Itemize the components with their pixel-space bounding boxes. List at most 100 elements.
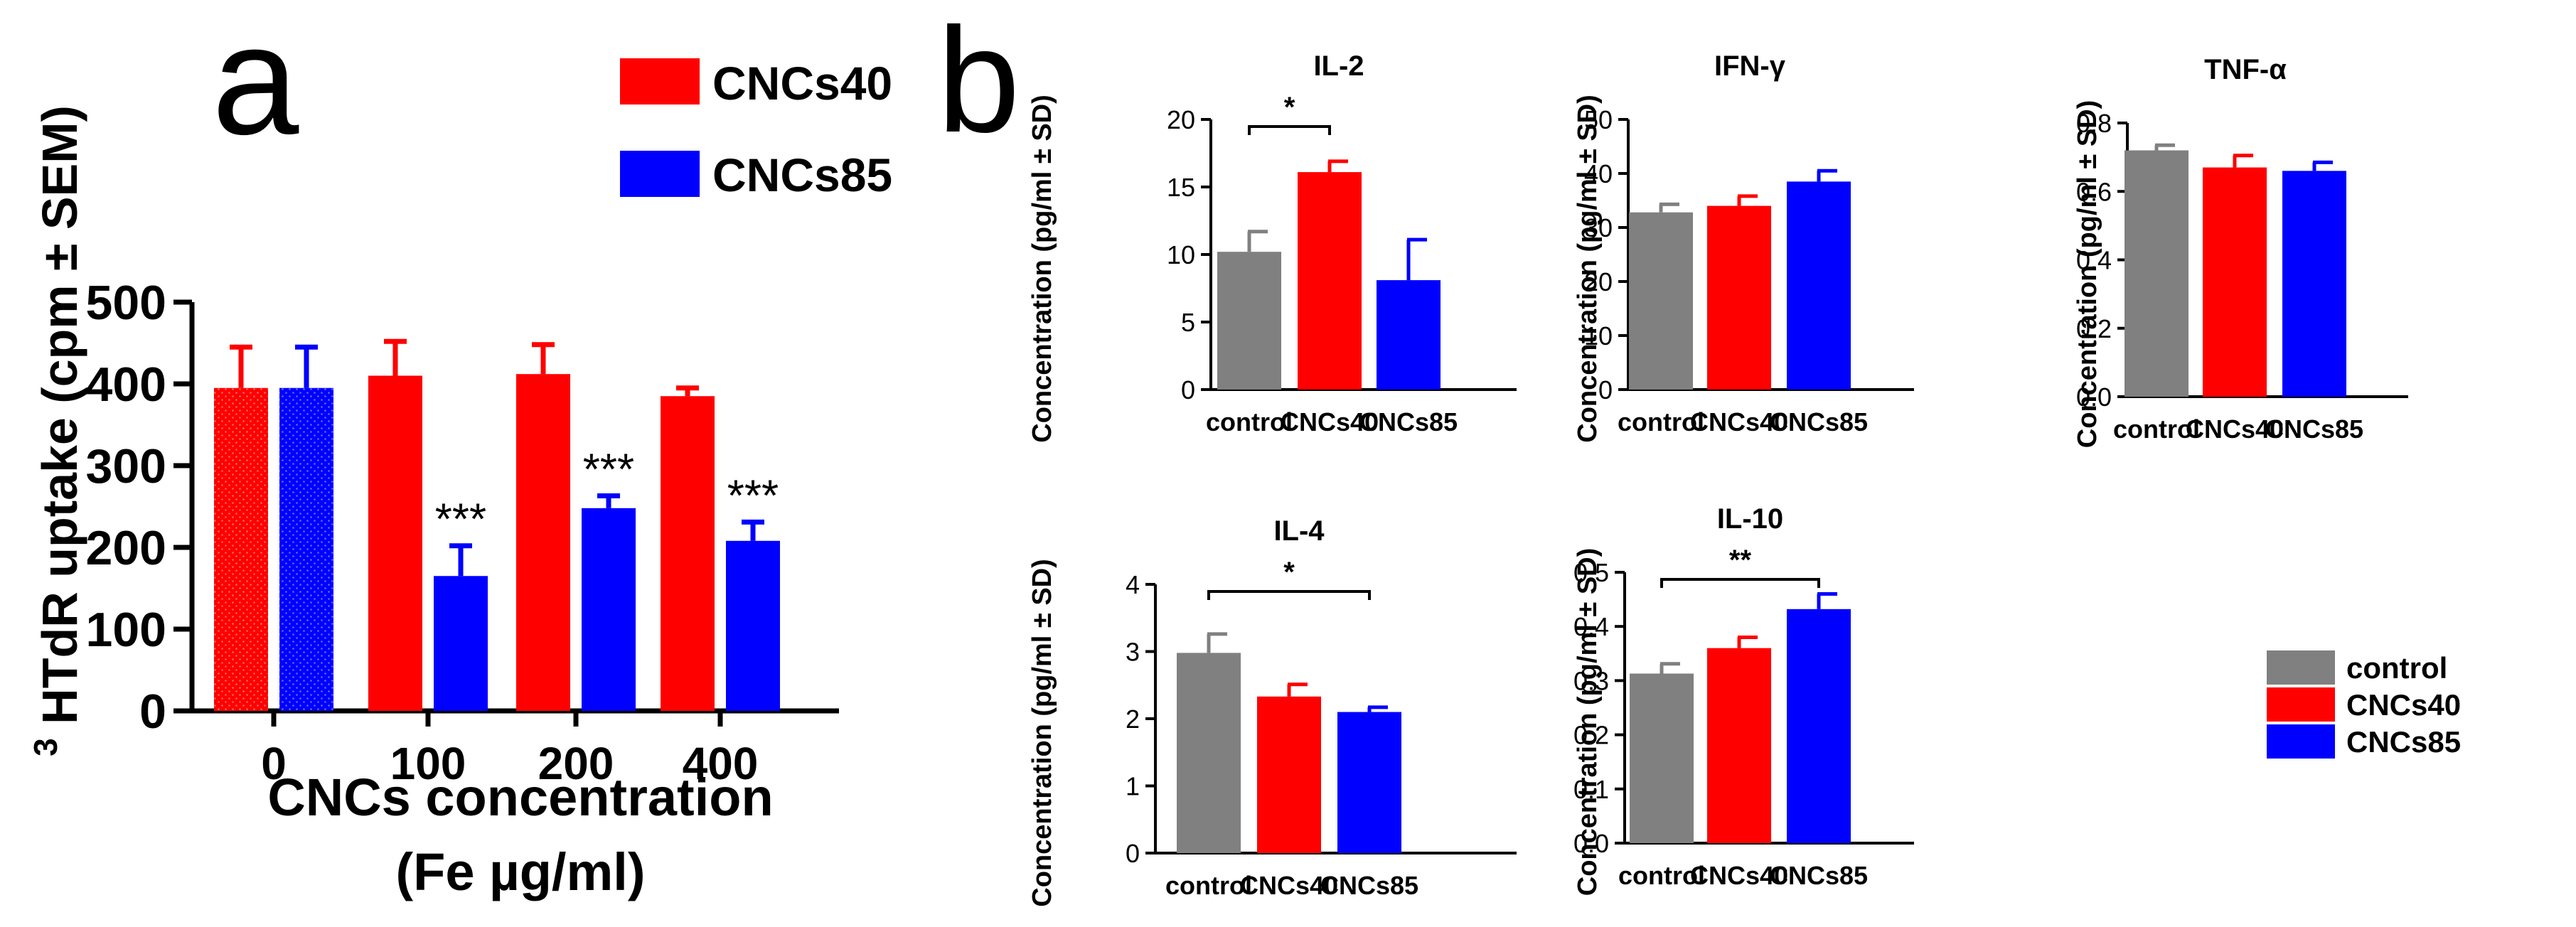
il-2-significance-bracket xyxy=(1248,125,1331,135)
panel-a-y-tick-label: 200 xyxy=(86,521,166,575)
il-2-y-tick-label: 0 xyxy=(1181,375,1195,404)
ifn--y-tick-label: 30 xyxy=(1584,213,1613,242)
bar-cncs40-100 xyxy=(368,375,422,711)
legend-swatch-cncs85 xyxy=(620,151,700,197)
tnf--bar-cncs85 xyxy=(2282,171,2346,397)
il-4-bar-cncs85 xyxy=(1337,712,1401,853)
bar-cncs85-100 xyxy=(434,576,488,711)
il-2-bar-cncs85 xyxy=(1377,280,1441,390)
il-4-x-tick-label: control xyxy=(1165,871,1252,900)
ifn--y-axis-title: Concentration (pg/ml ± SD) xyxy=(1573,95,1603,443)
panel-b-label: b xyxy=(937,0,1020,164)
ifn--x-tick-label: CNCs85 xyxy=(1770,407,1868,436)
il-10-bar-control xyxy=(1630,673,1694,843)
significance-marker: *** xyxy=(727,471,779,520)
significance-marker: *** xyxy=(583,446,634,495)
ifn--y-tick-label: 20 xyxy=(1584,267,1613,296)
il-10-y-tick-label: 0.2 xyxy=(1573,721,1609,750)
tnf--x-tick-label: CNCs40 xyxy=(2186,414,2284,444)
tnf--y-tick-label: 0.8 xyxy=(2076,109,2112,138)
il-10-significance-marker: ** xyxy=(1729,545,1752,576)
significance-marker: *** xyxy=(435,495,486,545)
tnf--y-tick-label: 0.2 xyxy=(2076,314,2112,343)
ifn--x-tick-label: CNCs40 xyxy=(1690,407,1788,436)
bar-cncs40-200 xyxy=(516,374,570,711)
ifn--y-tick-label: 40 xyxy=(1584,159,1613,188)
il-10-y-tick-label: 0.5 xyxy=(1573,558,1609,587)
panel-a-y-axis-superscript: 3 xyxy=(27,738,64,756)
il-10-y-tick-label: 0.0 xyxy=(1573,829,1609,858)
il-4-y-tick-label: 2 xyxy=(1126,704,1140,734)
il-2-bar-cncs40 xyxy=(1298,172,1362,390)
legend-label-cncs85: CNCs85 xyxy=(712,149,892,201)
legend-label-cncs85-b: CNCs85 xyxy=(2346,725,2461,759)
il-4-y-tick-label: 3 xyxy=(1126,638,1140,667)
il-10-title: IL-10 xyxy=(1717,503,1783,535)
panel-a-label: a xyxy=(212,0,299,167)
il-4-x-tick-label: CNCs40 xyxy=(1240,871,1338,900)
il-4-bar-control xyxy=(1177,653,1241,853)
il-10-x-tick-label: CNCs85 xyxy=(1770,861,1868,890)
il-4-y-axis-title: Concentration (pg/ml ± SD) xyxy=(1027,559,1057,907)
legend-label-control: control xyxy=(2346,651,2447,685)
il-10-y-axis-title: Concentration (pg/ml ± SD) xyxy=(1573,548,1603,896)
tnf--x-tick-label: control xyxy=(2113,414,2200,444)
bar-cncs40-400 xyxy=(661,396,715,711)
il-10-x-tick-label: control xyxy=(1618,861,1705,890)
bar-cncs40-0 xyxy=(214,387,268,711)
ifn--bar-cncs40 xyxy=(1707,205,1771,390)
panel-a-x-tick-label: 0 xyxy=(261,738,287,789)
il-10-bar-cncs40 xyxy=(1707,648,1771,843)
panel-a-x-tick-label: 200 xyxy=(538,738,614,789)
legend-swatch-cncs40-b xyxy=(2267,687,2335,722)
legend-swatch-cncs40 xyxy=(620,58,700,105)
panel-a-y-axis-title: 3 HTdR uptake (cpm ± SEM) xyxy=(12,105,87,756)
il-4-y-tick-label: 4 xyxy=(1126,570,1140,599)
ifn--y-tick-label: 0 xyxy=(1598,375,1613,404)
legend-swatch-control xyxy=(2267,650,2335,685)
il-4-y-tick-label: 1 xyxy=(1126,772,1140,801)
il-4-significance-bracket xyxy=(1207,590,1371,600)
tnf--title: TNF-α xyxy=(2204,54,2287,85)
tnf--y-axis-title: Concentration (pg/ml ± SD) xyxy=(2073,100,2102,449)
il-10-y-tick-label: 0.1 xyxy=(1573,775,1609,804)
panel-a-y-tick-label: 400 xyxy=(86,358,166,412)
ifn--x-tick-label: control xyxy=(1618,407,1704,436)
il-2-x-tick-label: CNCs85 xyxy=(1359,407,1458,436)
il-4-y-tick-label: 0 xyxy=(1126,839,1140,868)
panel-a-y-tick-label: 0 xyxy=(139,685,166,739)
il-4-title: IL-4 xyxy=(1273,515,1325,547)
ifn--title: IFN-γ xyxy=(1714,50,1786,82)
il-2-x-tick-label: CNCs40 xyxy=(1281,407,1379,436)
ifn--y-tick-label: 10 xyxy=(1584,321,1613,350)
tnf--y-tick-label: 0.6 xyxy=(2076,177,2112,206)
il-2-y-tick-label: 10 xyxy=(1167,240,1195,269)
il-2-y-tick-label: 20 xyxy=(1167,105,1195,134)
panel-a-y-axis-text: HTdR uptake (cpm ± SEM) xyxy=(32,105,87,724)
panel-a-y-tick-label: 100 xyxy=(86,603,166,657)
tnf--y-tick-label: 0.0 xyxy=(2076,382,2112,412)
il-10-x-tick-label: CNCs40 xyxy=(1690,861,1788,890)
il-2-y-tick-label: 15 xyxy=(1167,173,1195,202)
il-2-x-tick-label: control xyxy=(1206,407,1293,436)
tnf--x-tick-label: CNCs85 xyxy=(2265,414,2363,444)
il-2-significance-marker: * xyxy=(1284,92,1295,123)
bar-cncs85-200 xyxy=(582,508,636,711)
il-2-title: IL-2 xyxy=(1313,50,1364,82)
tnf--bar-cncs40 xyxy=(2203,167,2267,397)
il-4-bar-cncs40 xyxy=(1257,696,1321,853)
tnf--bar-control xyxy=(2125,150,2188,397)
il-2-y-tick-label: 5 xyxy=(1181,308,1195,337)
il-10-bar-cncs85 xyxy=(1787,609,1851,843)
il-10-significance-bracket xyxy=(1660,578,1820,588)
il-10-y-tick-label: 0.3 xyxy=(1573,666,1609,695)
tnf--y-tick-label: 0.4 xyxy=(2076,246,2112,275)
il-4-x-tick-label: CNCs85 xyxy=(1320,871,1418,900)
il-4-significance-marker: * xyxy=(1283,557,1295,588)
panel-a-x-tick-label: 100 xyxy=(390,738,466,789)
il-2-bar-control xyxy=(1217,252,1281,390)
legend-label-cncs40: CNCs40 xyxy=(712,57,892,109)
panel-a-x-tick-label: 400 xyxy=(683,738,759,789)
panel-a-x-axis-title-line1: CNCs concentration xyxy=(267,768,773,827)
